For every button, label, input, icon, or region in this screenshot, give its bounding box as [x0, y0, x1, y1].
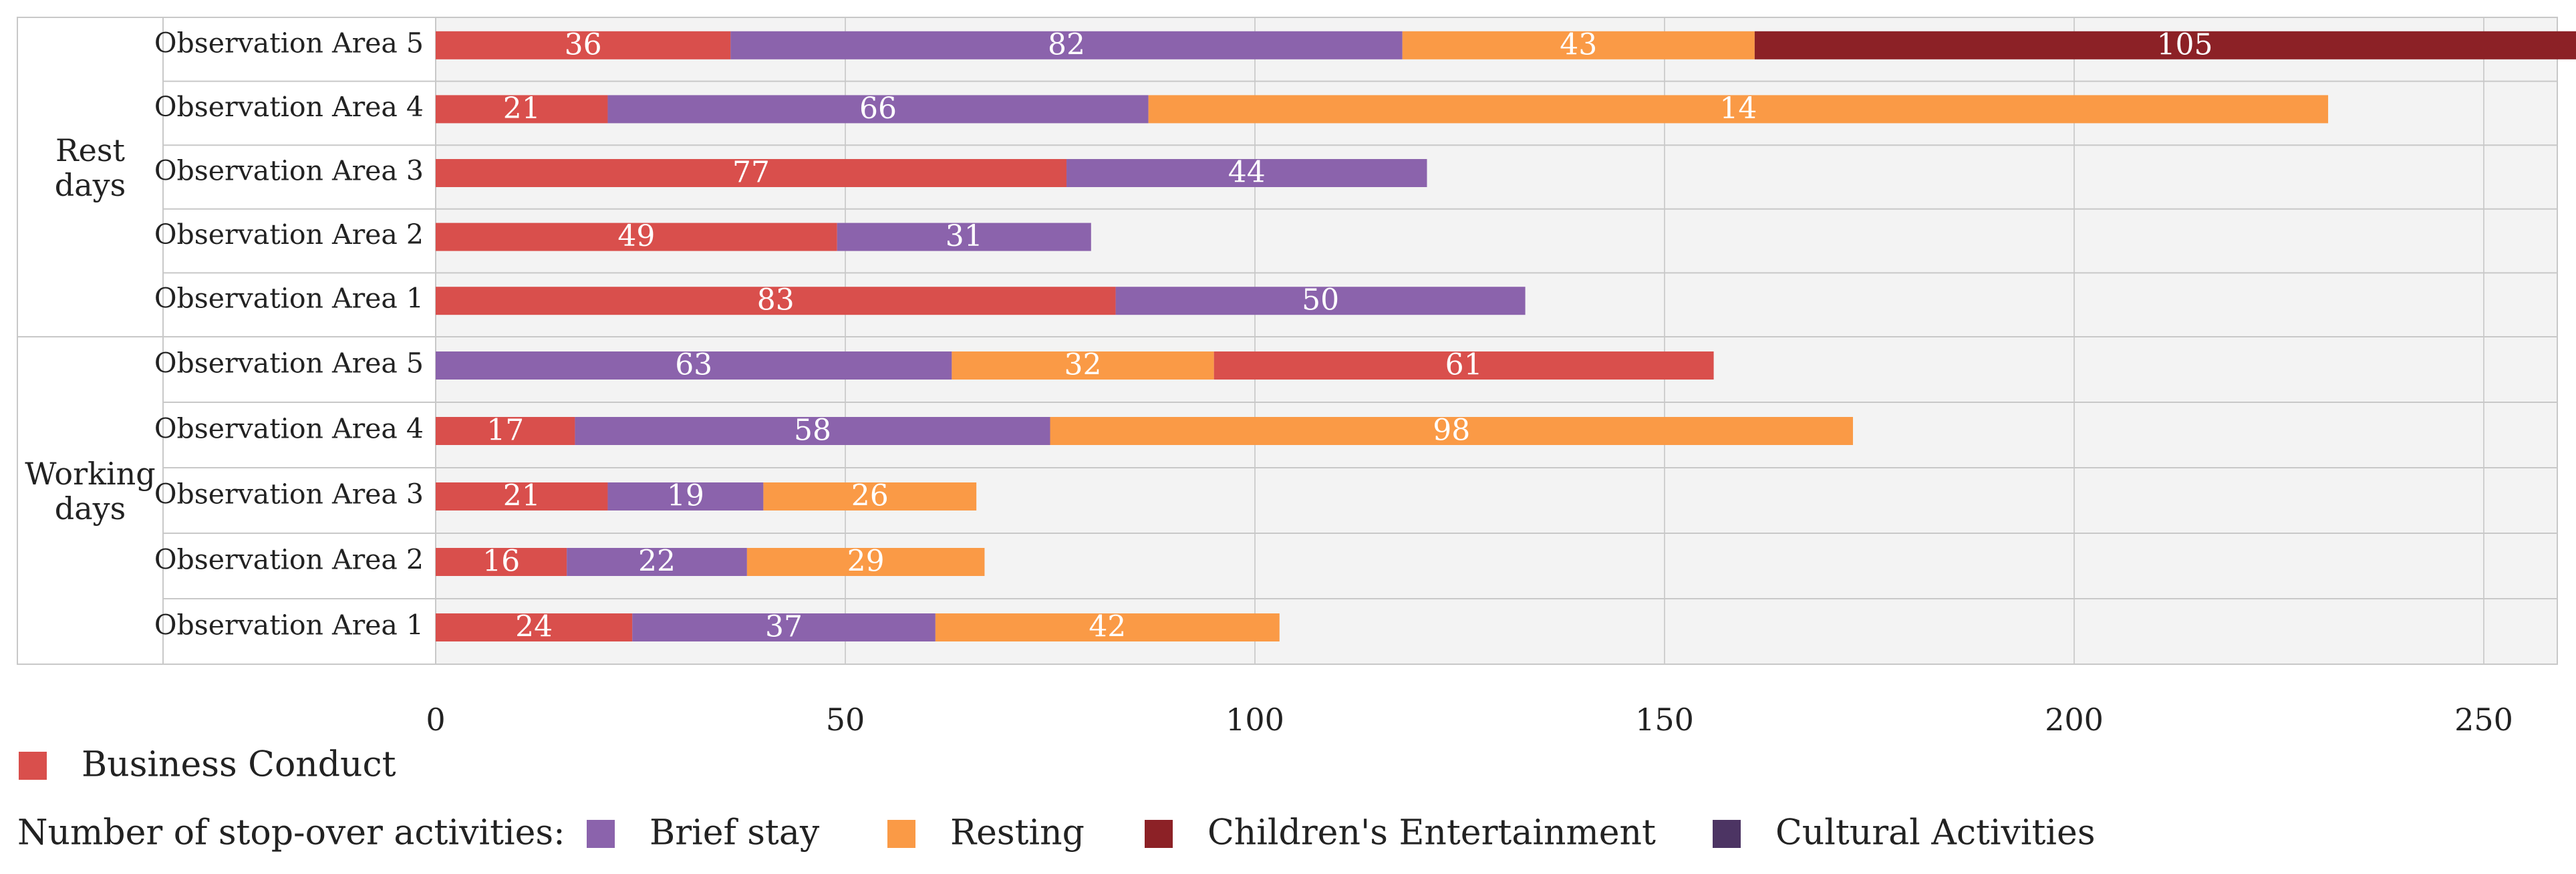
- data-label: 83: [757, 283, 795, 317]
- bar-segment: [763, 482, 977, 511]
- data-label: 32: [1064, 348, 1102, 382]
- data-label: 31: [946, 219, 983, 253]
- data-label: 63: [675, 348, 712, 382]
- data-label: 29: [847, 545, 885, 579]
- category-label: Observation Area 4: [154, 91, 424, 123]
- bar-segment: [436, 351, 952, 380]
- data-label: 37: [765, 610, 803, 644]
- data-label: 21: [503, 479, 541, 513]
- bar-segment: [607, 482, 764, 511]
- category-label: Observation Area 2: [154, 218, 424, 251]
- x-tick-label: 200: [2045, 702, 2104, 738]
- bar-segment: [746, 548, 985, 576]
- data-label: 24: [515, 610, 553, 644]
- group-label: days: [55, 167, 126, 203]
- data-label: 26: [851, 479, 889, 513]
- legend-title: Number of stop-over activities:: [17, 813, 565, 853]
- category-label: Observation Area 3: [154, 478, 424, 511]
- data-label: 61: [1445, 348, 1483, 382]
- data-label: 82: [1048, 27, 1085, 61]
- category-label: Observation Area 2: [154, 544, 424, 576]
- category-label: Observation Area 1: [154, 609, 424, 641]
- group-label: Rest: [55, 132, 125, 168]
- legend-label: Resting: [950, 813, 1085, 853]
- legend-label: Business Conduct: [82, 745, 396, 785]
- legend-swatch: [1145, 820, 1173, 848]
- data-label: 21: [503, 92, 541, 126]
- bar-segment: [632, 613, 936, 641]
- data-label: 16: [482, 545, 520, 579]
- data-label: 43: [1560, 27, 1597, 61]
- x-tick-label: 0: [426, 702, 445, 738]
- category-label: Observation Area 5: [154, 347, 424, 380]
- category-label: Observation Area 4: [154, 413, 424, 445]
- data-label: 98: [1433, 414, 1470, 448]
- bar-segment: [436, 95, 608, 124]
- bar-segment: [1050, 417, 1853, 445]
- x-tick-label: 50: [826, 702, 865, 738]
- bar-segment: [607, 95, 1149, 124]
- bar-segment: [436, 417, 575, 445]
- data-label: 50: [1302, 283, 1339, 317]
- bar-segment: [935, 613, 1280, 641]
- legend-label: Brief stay: [650, 813, 820, 853]
- category-label: Observation Area 3: [154, 155, 424, 187]
- data-label: 19: [667, 479, 704, 513]
- data-label: 22: [638, 545, 676, 579]
- bar-segment: [730, 31, 1403, 59]
- bar-segment: [436, 159, 1067, 187]
- data-label: 17: [486, 414, 524, 448]
- bar-segment: [952, 351, 1214, 380]
- bar-segment: [436, 482, 608, 511]
- bar-segment: [575, 417, 1050, 445]
- data-label: 49: [617, 219, 655, 253]
- data-label: 66: [859, 92, 897, 126]
- x-tick-label: 150: [1635, 702, 1694, 738]
- bar-segment: [837, 223, 1091, 251]
- legend-swatch: [587, 820, 615, 848]
- bar-segment: [1402, 31, 1755, 59]
- data-label: 77: [732, 156, 770, 190]
- legend-swatch: [887, 820, 915, 848]
- bar-segment: [1115, 287, 1526, 315]
- bar-segment: [1213, 351, 1714, 380]
- data-label: 105: [2157, 27, 2213, 61]
- category-label: Observation Area 1: [154, 283, 424, 315]
- legend-label: Children's Entertainment: [1207, 813, 1656, 853]
- data-label: 42: [1089, 610, 1126, 644]
- bar-segment: [436, 613, 633, 641]
- legend-label: Cultural Activities: [1775, 813, 2096, 853]
- x-tick-label: 250: [2454, 702, 2513, 738]
- bar-segment: [436, 31, 731, 59]
- chart-frame: [17, 17, 2558, 665]
- legend-swatch: [19, 752, 47, 780]
- bar-segment: [1148, 95, 2329, 124]
- legend-swatch: [1713, 820, 1741, 848]
- bar-segment: [1066, 159, 1427, 187]
- bar-segment: [436, 548, 567, 576]
- data-label: 14: [1719, 92, 1757, 126]
- bar-segment: [436, 223, 837, 251]
- data-label: 36: [565, 27, 602, 61]
- category-label: Observation Area 5: [154, 27, 424, 59]
- data-label: 44: [1228, 156, 1266, 190]
- bar-segment: [1754, 31, 2576, 59]
- bar-segment: [436, 287, 1116, 315]
- group-label: days: [55, 490, 126, 527]
- bar-segment: [567, 548, 747, 576]
- x-tick-label: 100: [1226, 702, 1284, 738]
- group-label: Working: [25, 456, 156, 492]
- data-label: 58: [794, 414, 831, 448]
